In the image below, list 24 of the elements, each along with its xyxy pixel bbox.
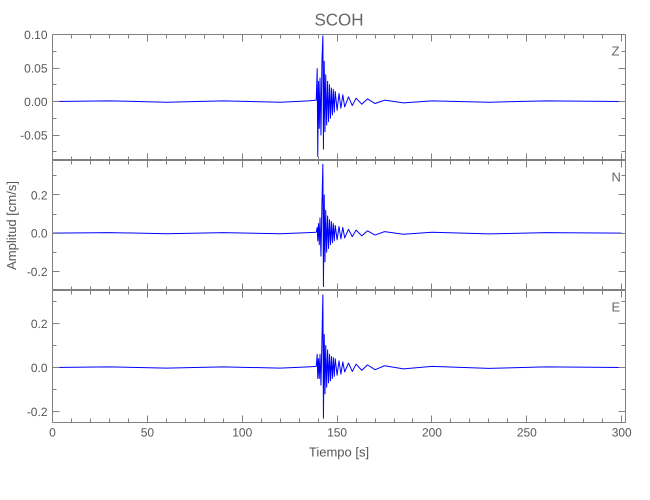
x-tick-label: 200 <box>422 426 442 440</box>
line-series <box>52 164 622 288</box>
y-tick-label: -0.2 <box>26 264 48 279</box>
annotation: N <box>612 170 621 184</box>
y-tick-label: 0.00 <box>24 95 48 110</box>
y-tick-label: 0.2 <box>30 188 48 202</box>
y-tick-label: 0.2 <box>30 317 48 331</box>
y-tick-label: 0.0 <box>30 361 48 375</box>
y-tick-label: -0.05 <box>20 128 48 143</box>
chart-title: SCOH <box>314 10 364 30</box>
y-tick-label: 0.10 <box>24 28 48 42</box>
y-axis-title: Amplitud [cm/s] <box>4 181 19 270</box>
x-axis-title: Tiempo [s] <box>308 444 370 460</box>
x-tick-label: 0 <box>49 426 56 440</box>
y-tick-label: 0.0 <box>30 226 48 241</box>
x-tick-label: 150 <box>327 426 348 440</box>
annotation: E <box>612 300 620 314</box>
y-tick-label: 0.05 <box>24 62 48 76</box>
x-tick-label: 50 <box>140 426 154 440</box>
annotation: Z <box>612 44 620 58</box>
y-tick-label: -0.2 <box>26 405 48 419</box>
x-tick-label: 300 <box>612 426 632 440</box>
x-tick-label: 100 <box>232 426 253 440</box>
x-tick-label: 250 <box>516 426 538 440</box>
